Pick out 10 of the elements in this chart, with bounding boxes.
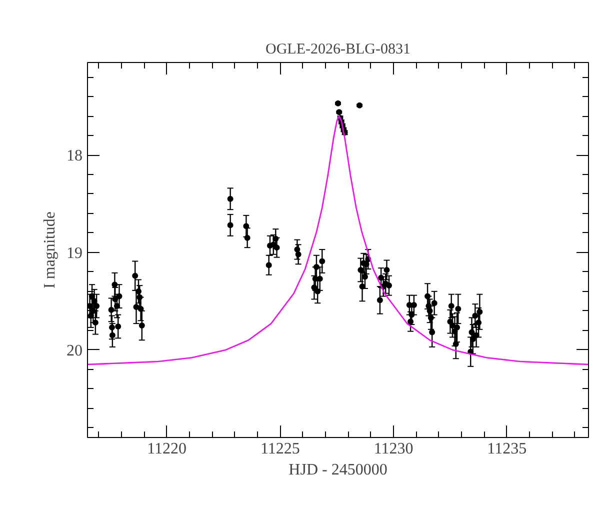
x-tick-label: 11230 xyxy=(374,440,414,458)
x-tick-label: 11235 xyxy=(487,440,527,458)
y-tick-label: 18 xyxy=(66,148,82,165)
x-axis-title: HJD - 2450000 xyxy=(288,462,388,478)
y-axis-title: I magnitude xyxy=(42,212,58,288)
y-tick-label: 20 xyxy=(66,342,82,360)
y-tick-label: 19 xyxy=(66,244,82,262)
x-tick-label: 11225 xyxy=(260,440,300,458)
chart-title: OGLE-2026-BLG-0831 xyxy=(266,42,410,58)
x-tick-label: 11220 xyxy=(147,440,187,458)
